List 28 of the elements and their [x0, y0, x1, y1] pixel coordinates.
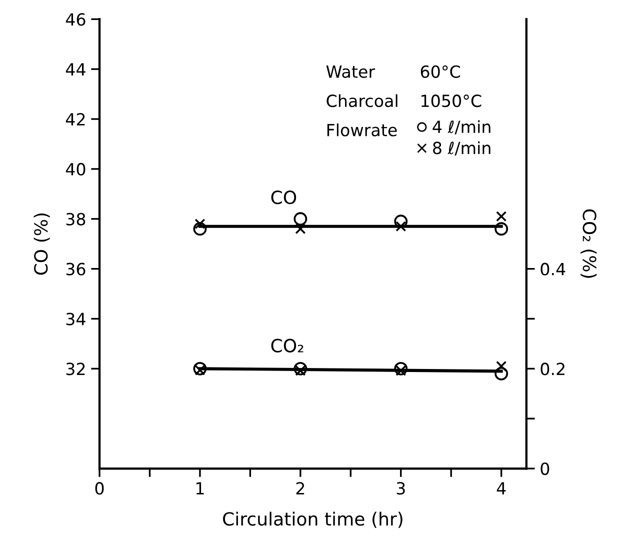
annotation: Flowrate: [327, 123, 397, 136]
annotation: CO₂: [271, 338, 304, 352]
y-tick-label: 38: [66, 212, 86, 226]
annotation: Charcoal: [326, 94, 398, 108]
y-tick-label: 32: [66, 362, 85, 376]
y-axis-title: CO (%): [34, 214, 50, 275]
y2-axis-title: CO₂ (%): [580, 209, 597, 278]
x-tick-label: 1: [196, 482, 204, 494]
annotation: 1050°C: [422, 94, 482, 108]
y-tick-label: 40: [66, 162, 86, 176]
y-tick-label: 34: [66, 312, 86, 326]
legend-label: 4 ℓ/min: [432, 120, 490, 134]
y2-tick-label: 0: [540, 462, 550, 476]
y-tick-label: 36: [66, 262, 86, 276]
legend-label: 8 ℓ/min: [433, 141, 490, 156]
y2-tick-label: 0.2: [540, 362, 564, 376]
x-tick-label: 3: [396, 482, 405, 495]
y-tick-label: 46: [66, 13, 86, 26]
annotation: Water: [326, 66, 376, 78]
annotation: 60°C: [420, 65, 460, 78]
annotation: CO: [271, 190, 296, 204]
y-tick-label: 42: [66, 113, 85, 126]
x-tick-label: 2: [296, 482, 304, 494]
y2-tick-label: 0.4: [540, 262, 566, 276]
x-tick-label: 0: [95, 482, 104, 495]
x-axis-title: Circulation time (hr): [223, 512, 402, 528]
y-tick-label: 44: [66, 63, 86, 76]
x-tick-label: 4: [496, 482, 506, 494]
